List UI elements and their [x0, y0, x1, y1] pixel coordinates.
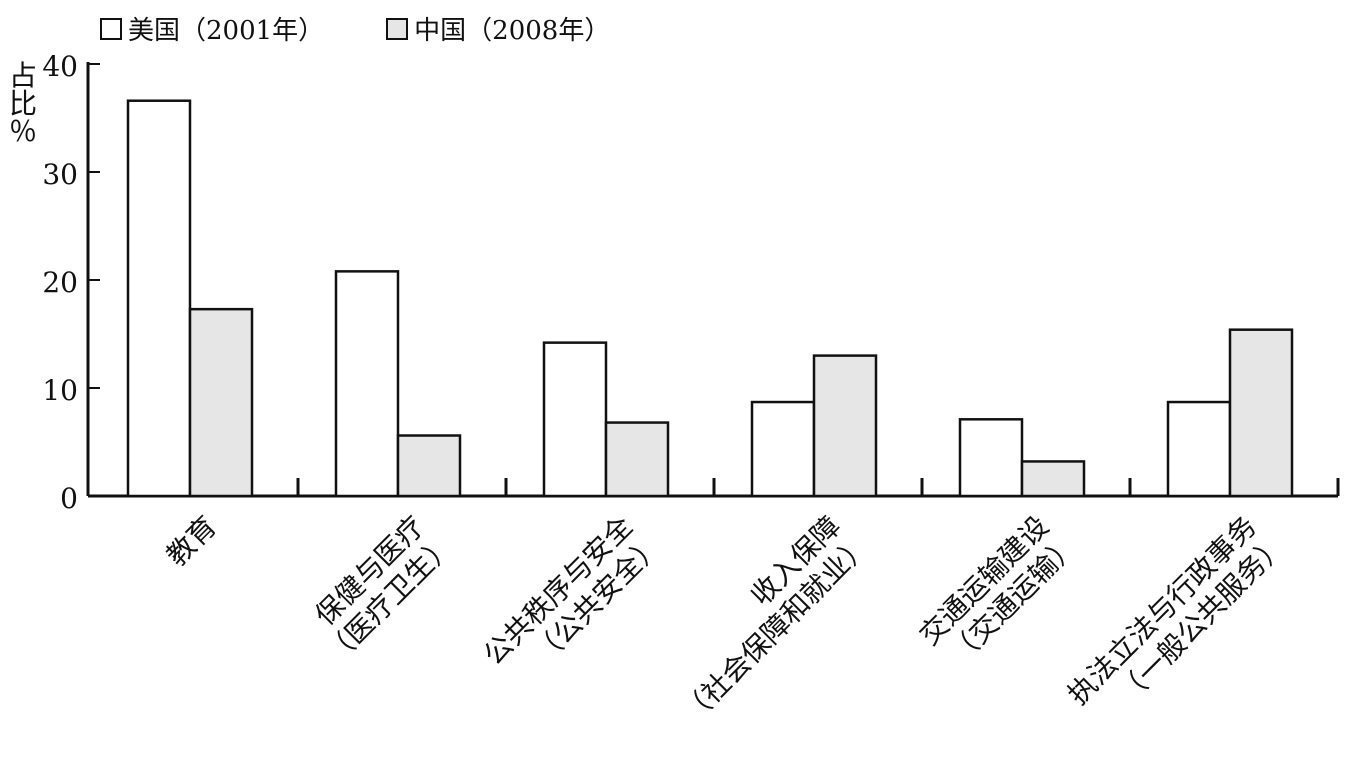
bar — [958, 418, 1024, 498]
y-tick-label: 20 — [42, 266, 78, 299]
category-label: 保健与医疗（医疗卫生） — [309, 510, 461, 671]
bar — [126, 99, 192, 498]
bar — [604, 421, 670, 498]
y-axis-label-char: 比 — [8, 87, 37, 120]
legend-swatch-china — [386, 17, 409, 40]
bar — [750, 400, 816, 498]
bar — [396, 434, 462, 498]
bar — [542, 341, 608, 498]
bar — [812, 354, 878, 498]
y-tick-label: 40 — [42, 50, 78, 83]
category-label: 收入保障（社会保障和就业） — [675, 510, 877, 730]
legend-item-usa: 美国（2001年） — [100, 10, 324, 47]
y-axis-label-char: 占 — [8, 59, 37, 92]
category-label-line: 教育 — [160, 510, 223, 573]
bar — [1166, 400, 1232, 498]
bar — [188, 307, 254, 498]
y-tick-label: 30 — [42, 158, 78, 191]
bar — [1020, 460, 1086, 498]
bar — [1228, 328, 1294, 498]
category-label: 交通运输建设（交通运输） — [913, 510, 1085, 671]
legend-swatch-usa — [100, 17, 122, 40]
y-tick-label: 10 — [42, 374, 78, 407]
legend-label-usa: 美国（2001年） — [128, 16, 325, 46]
legend-item-china: 中国（2008年） — [386, 10, 610, 47]
bar — [334, 270, 400, 498]
y-axis-label-char: ％ — [8, 115, 37, 148]
y-axis-label: 占 比 ％ — [6, 62, 40, 146]
legend-label-china: 中国（2008年） — [414, 16, 611, 46]
category-label: 公共秩序与安全（公共安全） — [477, 510, 669, 672]
category-label: 执法立法与行政事务（一般公共服务） — [1061, 510, 1292, 712]
y-tick-label: 0 — [60, 482, 78, 515]
chart-legend: 美国（2001年） 中国（2008年） — [100, 10, 610, 47]
category-label: 教育 — [160, 510, 223, 573]
